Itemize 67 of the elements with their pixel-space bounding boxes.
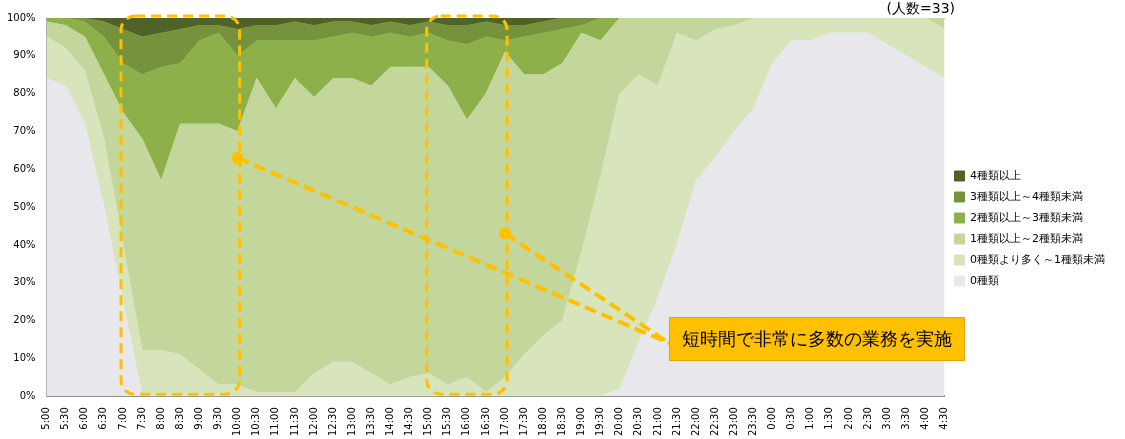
- y-tick-label: 30%: [13, 276, 36, 288]
- y-tick-label: 20%: [13, 314, 36, 326]
- y-tick-label: 90%: [13, 49, 36, 61]
- x-tick-label: 11:30: [288, 407, 300, 437]
- x-tick-label: 7:30: [135, 407, 147, 430]
- x-tick-label: 20:00: [613, 407, 625, 437]
- x-tick-label: 0:30: [785, 407, 797, 430]
- x-tick-label: 23:00: [727, 407, 739, 437]
- x-tick-label: 19:30: [594, 407, 606, 437]
- x-tick-label: 2:30: [861, 407, 873, 430]
- x-tick-label: 22:00: [689, 407, 701, 437]
- x-tick-label: 3:00: [880, 407, 892, 430]
- x-tick-label: 17:30: [517, 407, 529, 437]
- x-tick-label: 9:00: [193, 407, 205, 430]
- legend-label: 0種類より多く～1種類未満: [970, 252, 1105, 266]
- legend-label: 2種類以上～3種類未満: [970, 210, 1083, 224]
- x-tick-label: 17:00: [498, 407, 510, 437]
- x-tick-label: 15:00: [422, 407, 434, 437]
- x-tick-label: 13:30: [364, 407, 376, 437]
- x-tick-label: 8:30: [173, 407, 185, 430]
- x-tick-label: 16:30: [479, 407, 491, 437]
- x-tick-label: 13:00: [345, 407, 357, 437]
- legend-label: 4種類以上: [970, 168, 1021, 182]
- y-tick-label: 40%: [13, 238, 36, 250]
- x-tick-label: 1:00: [804, 407, 816, 430]
- x-tick-label: 18:00: [536, 407, 548, 437]
- x-tick-label: 6:00: [78, 407, 90, 430]
- x-tick-label: 15:30: [441, 407, 453, 437]
- text: (人数=33): [886, 0, 955, 16]
- x-tick-label: 20:30: [632, 407, 644, 437]
- legend-label: 3種類以上～4種類未満: [970, 189, 1083, 203]
- x-tick-label: 0:00: [766, 407, 778, 430]
- x-tick-label: 14:30: [403, 407, 415, 437]
- x-tick-label: 11:00: [269, 407, 281, 437]
- x-tick-label: 19:00: [575, 407, 587, 437]
- x-tick-label: 5:30: [59, 407, 71, 430]
- y-tick-label: 0%: [19, 389, 36, 401]
- x-tick-label: 18:30: [556, 407, 568, 437]
- annotation: 短時間で非常に多数の業務を実施: [669, 316, 966, 361]
- y-tick-label: 50%: [13, 200, 36, 212]
- x-tick-label: 12:00: [307, 407, 319, 437]
- x-tick-label: 6:30: [97, 407, 109, 430]
- x-tick-label: 7:00: [116, 407, 128, 430]
- x-tick-label: 21:30: [670, 407, 682, 437]
- y-tick-label: 10%: [13, 351, 36, 363]
- legend-label: 1種類以上～2種類未満: [970, 231, 1083, 245]
- y-tick-label: 80%: [13, 87, 36, 99]
- legend-label: 0種類: [970, 273, 999, 287]
- x-tick-label: 14:00: [384, 407, 396, 437]
- x-tick-label: 9:30: [212, 407, 224, 430]
- x-tick-label: 10:00: [231, 407, 243, 437]
- x-tick-label: 10:30: [250, 407, 262, 437]
- x-tick-label: 3:30: [899, 407, 911, 430]
- x-tick-label: 22:30: [708, 407, 720, 437]
- x-tick-label: 4:00: [918, 407, 930, 430]
- y-tick-label: 70%: [13, 125, 36, 137]
- y-tick-label: 60%: [13, 162, 36, 174]
- x-tick-label: 23:30: [747, 407, 759, 437]
- x-tick-label: 8:00: [154, 407, 166, 430]
- x-tick-label: 12:30: [326, 407, 338, 437]
- x-tick-label: 2:00: [842, 407, 854, 430]
- x-tick-label: 4:30: [938, 407, 950, 430]
- x-tick-label: 21:00: [651, 407, 663, 437]
- y-tick-label: 100%: [7, 11, 36, 23]
- x-tick-label: 1:30: [823, 407, 835, 430]
- x-tick-label: 16:00: [460, 407, 472, 437]
- x-tick-label: 5:00: [40, 407, 52, 430]
